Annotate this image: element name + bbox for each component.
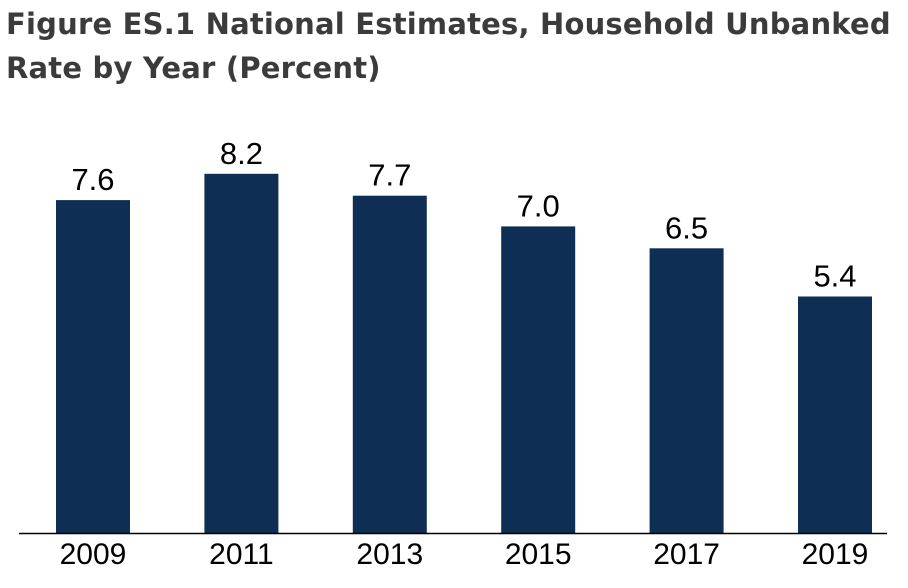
- bar-2015: [501, 226, 576, 533]
- value-label-2015: 7.0: [517, 188, 560, 223]
- x-tick-label-2009: 2009: [60, 538, 127, 571]
- value-label-2013: 7.7: [368, 158, 411, 193]
- bar-2019: [798, 296, 872, 533]
- x-tick-label-2011: 2011: [209, 538, 274, 571]
- x-tick-labels-group: 2009 2011 2013 2015 2017 2019: [60, 538, 869, 571]
- value-label-2009: 7.6: [71, 162, 114, 197]
- bars-group: [56, 173, 872, 534]
- bar-2013: [352, 195, 427, 533]
- x-tick-label-2013: 2013: [356, 538, 423, 571]
- x-tick-label-2015: 2015: [505, 538, 572, 571]
- bar-2011: [204, 173, 279, 534]
- bar-2009: [56, 200, 130, 533]
- value-labels-group: 7.6 8.2 7.7 7.0 6.5 5.4: [71, 136, 856, 294]
- x-tick-label-2017: 2017: [653, 538, 720, 571]
- value-label-2011: 8.2: [220, 136, 263, 171]
- chart-title: Figure ES.1 National Estimates, Househol…: [6, 7, 891, 85]
- bar-2017: [649, 248, 724, 534]
- x-tick-label-2019: 2019: [802, 538, 869, 571]
- value-label-2017: 6.5: [665, 210, 708, 245]
- value-label-2019: 5.4: [813, 259, 856, 294]
